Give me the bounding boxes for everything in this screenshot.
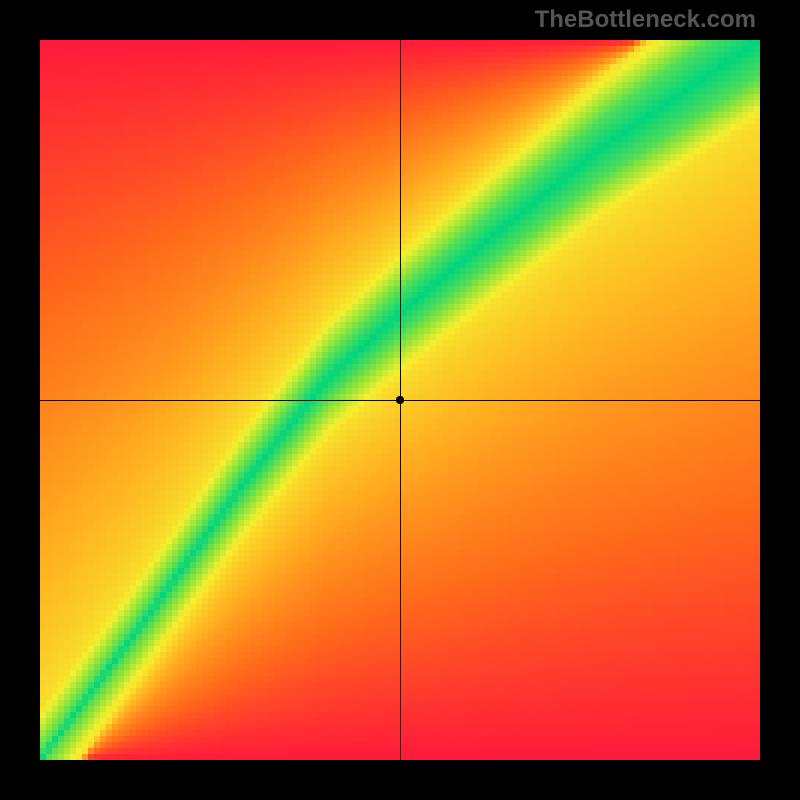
bottleneck-heatmap: [40, 40, 760, 760]
watermark-text: TheBottleneck.com: [535, 6, 756, 34]
chart-container: TheBottleneck.com: [0, 0, 800, 800]
